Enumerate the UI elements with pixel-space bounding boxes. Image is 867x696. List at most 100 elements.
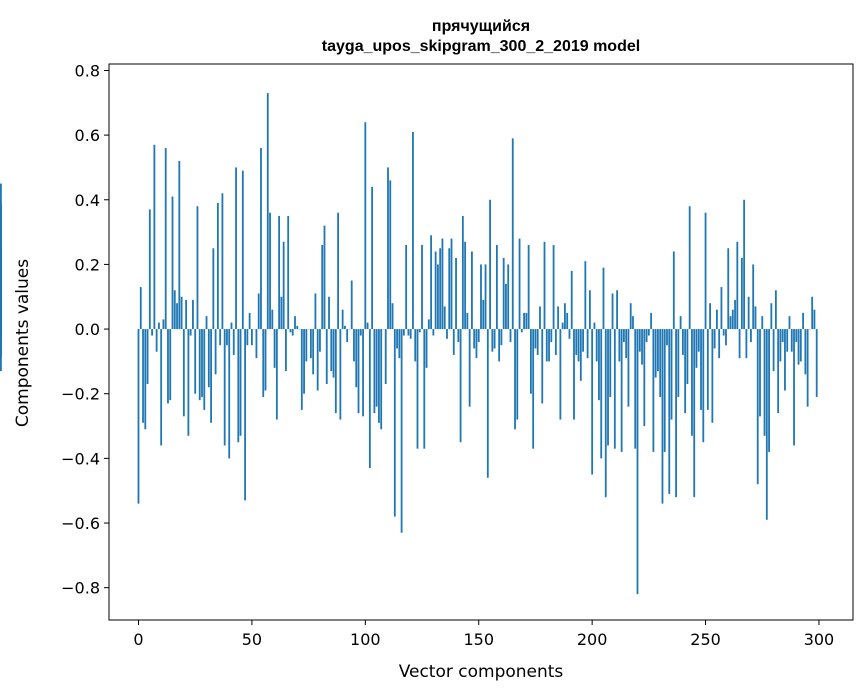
bar — [144, 329, 147, 430]
bar — [743, 199, 746, 330]
bar — [285, 329, 287, 372]
bar — [507, 264, 510, 330]
bar — [802, 312, 804, 330]
bar — [155, 329, 158, 352]
bar — [260, 148, 262, 330]
bar — [162, 319, 165, 330]
bar — [516, 329, 519, 420]
bar — [654, 329, 657, 378]
bar — [577, 329, 580, 362]
bar — [457, 329, 460, 342]
bar — [623, 329, 625, 342]
x-tick-label: 150 — [463, 630, 494, 649]
bar — [296, 325, 299, 330]
bar — [146, 329, 149, 385]
bar — [192, 299, 194, 330]
bar — [212, 248, 215, 330]
bar — [788, 316, 791, 330]
bar — [337, 212, 339, 330]
bar — [459, 329, 462, 443]
bar — [482, 299, 485, 330]
bar — [330, 329, 333, 372]
bar — [634, 329, 637, 449]
bar — [806, 329, 809, 407]
bar — [221, 193, 224, 330]
bar — [645, 329, 648, 342]
x-tick-label: 200 — [577, 630, 608, 649]
bar — [164, 148, 167, 330]
bar — [203, 329, 206, 410]
bar — [280, 296, 283, 330]
bar — [629, 303, 632, 330]
bar — [160, 329, 163, 446]
bar — [232, 329, 235, 355]
bar — [416, 329, 419, 449]
bar — [564, 303, 566, 330]
bar — [230, 322, 233, 330]
bar — [675, 329, 677, 498]
bar — [384, 329, 387, 385]
bar — [502, 257, 505, 330]
bar — [441, 238, 444, 330]
bar — [695, 329, 698, 368]
bar — [523, 312, 525, 330]
bar — [305, 329, 308, 362]
bar — [697, 329, 700, 352]
bar — [255, 329, 258, 359]
bar — [657, 329, 659, 372]
bar — [389, 180, 392, 330]
bar — [790, 329, 793, 352]
bar — [568, 329, 571, 339]
bar — [579, 329, 582, 381]
bar — [475, 329, 478, 359]
y-tick-label: −0.6 — [61, 514, 100, 533]
bar — [670, 329, 673, 420]
bar — [652, 329, 655, 452]
bar — [509, 329, 512, 342]
bar — [595, 329, 598, 362]
bar — [471, 251, 473, 330]
bar — [575, 329, 578, 355]
bar — [434, 251, 437, 330]
y-tick-label: 0.0 — [75, 320, 100, 339]
x-tick-label: 300 — [804, 630, 835, 649]
bar — [797, 329, 800, 365]
bar — [287, 215, 290, 330]
bar — [491, 329, 494, 352]
bar — [151, 329, 153, 336]
bar — [706, 329, 709, 410]
bar — [461, 215, 464, 330]
bar — [359, 329, 362, 336]
bar — [530, 329, 532, 394]
bar — [795, 329, 798, 342]
bar — [786, 329, 789, 352]
bar — [611, 293, 614, 330]
bar — [727, 248, 730, 330]
bar — [468, 329, 471, 407]
bar — [289, 329, 292, 333]
bar — [548, 329, 550, 362]
bar — [171, 196, 174, 330]
bar — [613, 329, 616, 449]
bar — [754, 306, 757, 330]
bar — [514, 329, 516, 430]
y-axis-label: Components values — [13, 259, 33, 427]
bar — [570, 270, 573, 330]
bar — [328, 296, 330, 330]
bar — [158, 322, 160, 330]
bar — [718, 329, 721, 359]
bar — [740, 257, 743, 330]
bar — [323, 225, 326, 330]
bar — [811, 296, 814, 330]
y-tick-label: −0.8 — [61, 579, 100, 598]
bar — [663, 329, 666, 452]
bar — [198, 329, 201, 401]
bar — [770, 303, 773, 330]
bar — [761, 316, 764, 330]
bar — [228, 329, 231, 459]
bar — [763, 329, 766, 436]
bar — [609, 329, 612, 397]
bar — [321, 245, 324, 330]
bar — [366, 322, 369, 330]
